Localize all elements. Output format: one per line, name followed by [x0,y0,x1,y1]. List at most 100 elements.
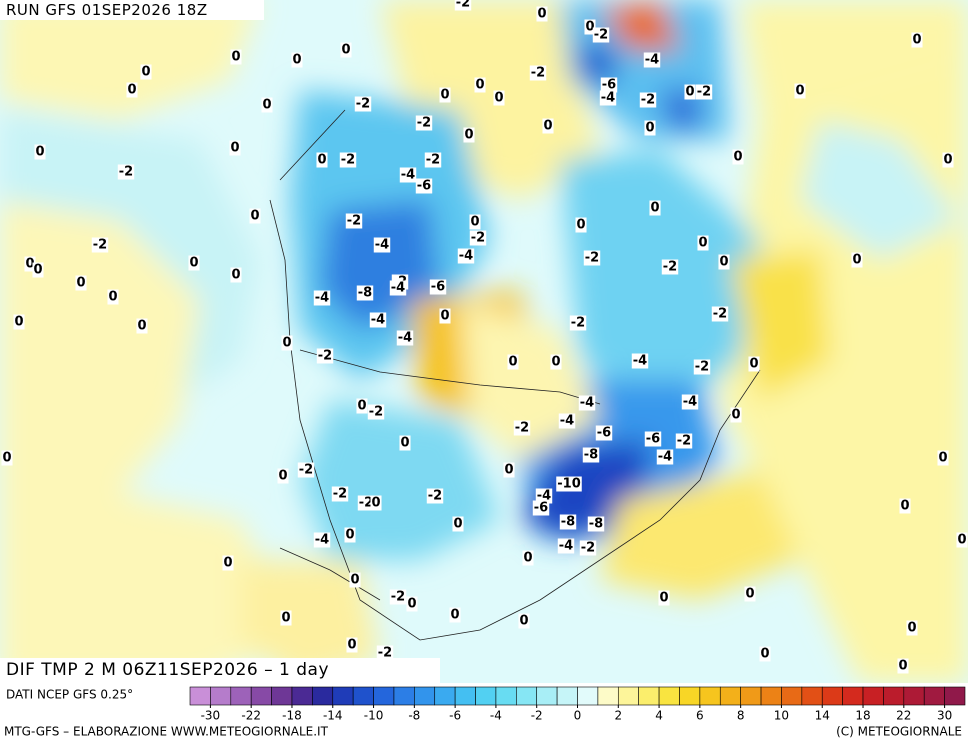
contour-label-bg [942,152,954,168]
contour-label: -2 [581,541,595,556]
contour-label: 0 [898,659,907,674]
contour-label-bg [911,32,923,48]
contour-label: -8 [358,286,372,301]
colorbar-swatch [475,686,497,706]
contour-label-bg [575,217,587,233]
colorbar-swatch [944,686,966,706]
colorbar-tick-label: -10 [364,709,384,723]
contour-label-bg [349,572,361,588]
contour-label-bg [649,200,661,216]
contour-label-bg [744,586,756,602]
contour-label-bg [376,645,394,661]
contour-label: -2 [428,489,442,504]
colorbar-swatch [495,686,517,706]
contour-label: -2 [333,487,347,502]
contour-label: 0 [407,597,416,612]
contour-label-bg [316,152,328,168]
contour-label: -4 [537,489,551,504]
contour-label-bg [556,476,582,492]
contour-label-bg [578,395,596,411]
contour-label-bg [249,208,261,224]
contour-label: 0 [523,551,532,566]
colorbar-tick-label: 6 [696,709,704,723]
contour-label-bg [693,359,711,375]
contour-label-bg [937,450,949,466]
contour-label: 0 [2,451,11,466]
contour-label-bg [346,637,358,653]
contour-label: 0 [907,621,916,636]
contour-label: 0 [795,84,804,99]
contour-label: -2 [456,0,470,11]
contour-label-bg [532,500,550,516]
colorbar-swatch [903,686,925,706]
contour-label-bg [579,540,597,556]
contour-label: 0 [470,215,479,230]
contour-label-bg [13,314,25,330]
contour-label-bg [595,425,613,441]
boundaries [269,109,761,641]
colorbar-swatch [699,686,721,706]
contour-label: 0 [127,83,136,98]
colorbar-swatch [556,686,578,706]
contour-label-bg [718,254,730,270]
contour-label-bg [32,262,44,278]
contour-label: 0 [450,608,459,623]
contour-label-bg [600,77,618,93]
contour-label: -6 [534,501,548,516]
contour-label: 0 [231,268,240,283]
colorbar-swatch [638,686,660,706]
contour-label: -2 [713,307,727,322]
contour-label: 0 [223,556,232,571]
contour-label: 0 [108,290,117,305]
colorbar: DATI NCEP GFS 0.25° MTG-GFS – ELABORAZIO… [4,686,966,739]
contour-label-bg [899,498,911,514]
contour-label-bg [452,516,464,532]
contour-label-bg [316,348,334,364]
contour-label-bg [291,52,303,68]
contour-label-bg [415,178,433,194]
contour-label-bg [1,450,13,466]
contour-label-bg [136,318,148,334]
contour-label: -4 [559,539,573,554]
contour-label-bg [24,256,36,272]
contour-label: 0 [537,7,546,22]
contour-label: 0 [760,647,769,662]
contour-label: 0 [400,436,409,451]
contour-label-bg [851,252,863,268]
contour-label-bg [536,6,548,22]
colorbar-swatch [373,686,395,706]
contour-label-bg [522,550,534,566]
contour-label: -2 [426,153,440,168]
contour-label-bg [75,275,87,291]
contour-label-bg [582,447,600,463]
colorbar-swatch [271,686,293,706]
colorbar-swatch [393,686,415,706]
contour-label: 0 [440,309,449,324]
contour-label-bg [449,607,461,623]
colorbar-tick-label: 18 [855,709,870,723]
contour-label-bg [415,115,433,131]
colorbar-swatch [760,686,782,706]
contour-label: -8 [561,515,575,530]
contour-label-bg [230,267,242,283]
contour-label: -4 [401,168,415,183]
contour-label: -4 [315,533,329,548]
colorbar-tick-label: -18 [282,709,302,723]
colorbar-swatch [740,686,762,706]
contour-label: 0 [650,201,659,216]
colorbar-swatch [842,686,864,706]
contour-label-bg [389,589,407,605]
contour-label: 0 [281,611,290,626]
contour-label-bg [340,42,352,58]
contour-label: 0 [745,587,754,602]
contour-label-bg [503,462,515,478]
colorbar-tick-label: -2 [531,709,543,723]
contour-label-bg [429,279,447,295]
contour-label: 0 [371,496,380,511]
contour-label: -4 [371,313,385,328]
contour-label: -4 [601,91,615,106]
contour-label: -2 [299,463,313,478]
contour-label: -2 [369,405,383,420]
contour-label-bg [277,468,289,484]
